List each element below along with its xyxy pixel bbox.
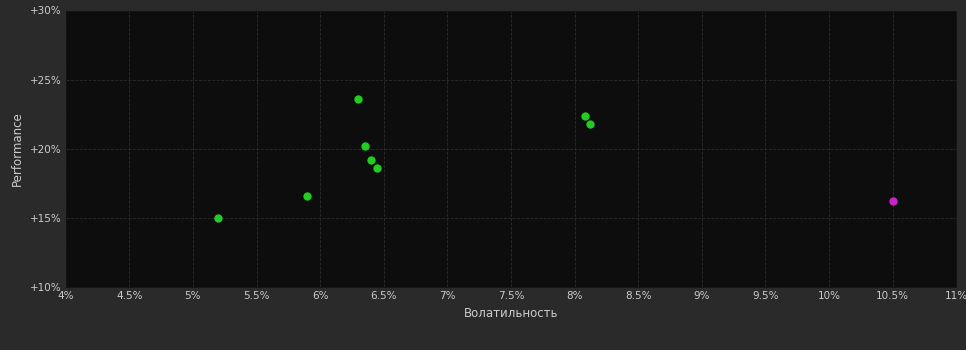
Point [885,198,900,204]
Point [370,165,385,171]
Point [357,143,373,149]
Point [577,113,592,118]
Point [299,193,315,198]
Point [582,121,598,127]
Y-axis label: Performance: Performance [12,111,24,186]
Point [351,96,366,102]
X-axis label: Волатильность: Волатильность [464,307,558,320]
Point [363,157,379,163]
Point [211,215,226,221]
